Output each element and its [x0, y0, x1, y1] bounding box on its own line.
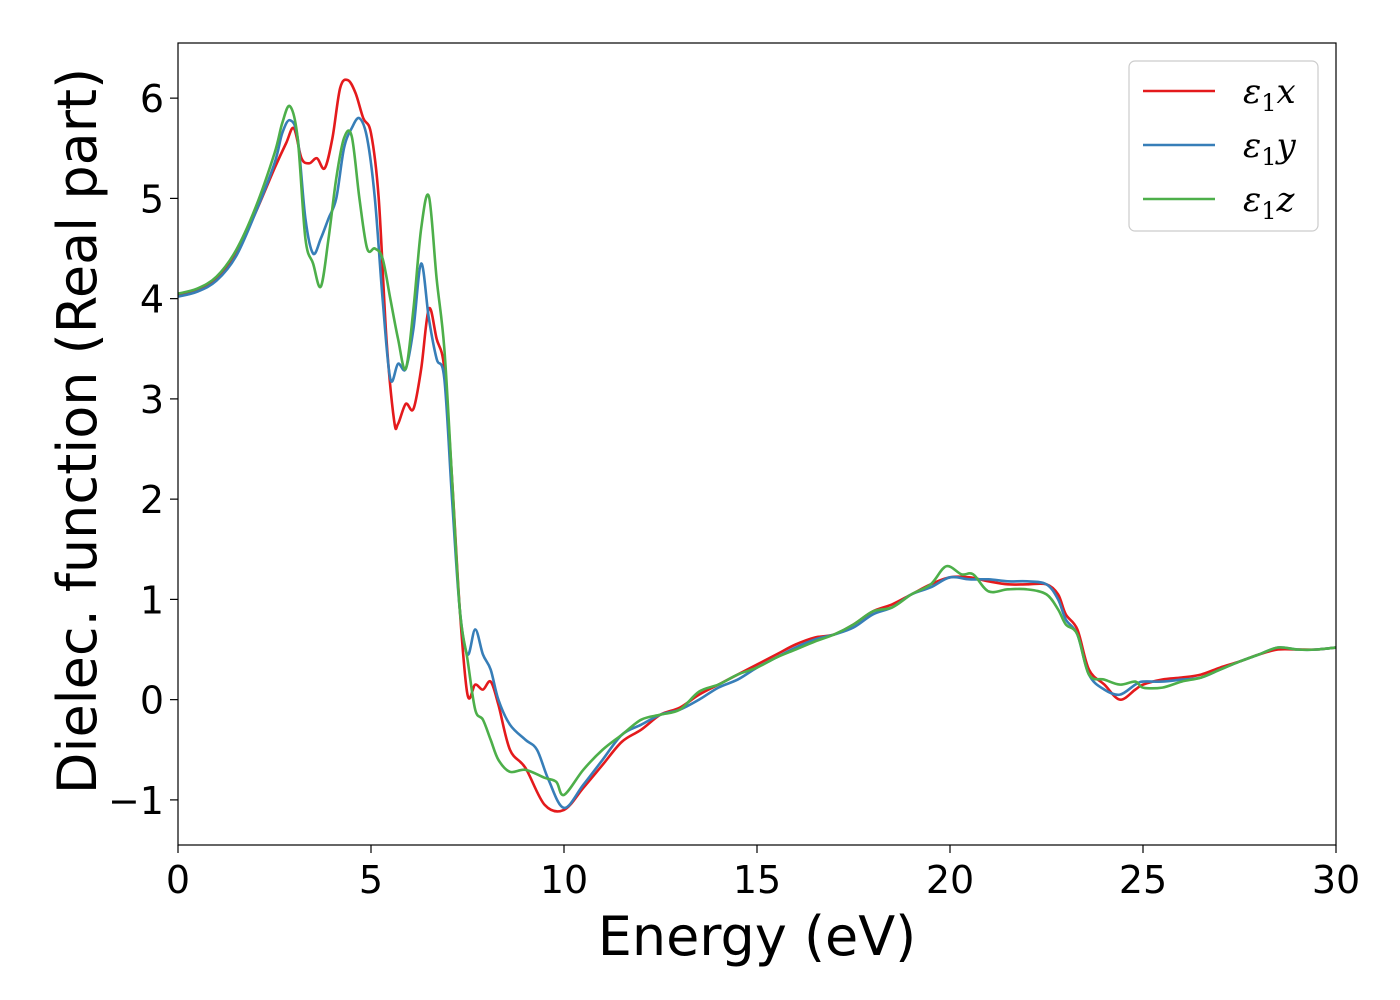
x-tick-label: 15 [733, 858, 781, 902]
x-tick-label: 25 [1119, 858, 1167, 902]
legend-label-subscript: 1 [1261, 197, 1276, 225]
legend-label: ε1y [1243, 126, 1297, 171]
x-tick-label: 20 [926, 858, 974, 902]
y-tick-label: 0 [140, 679, 164, 723]
y-tick-label: 4 [140, 278, 164, 322]
legend-label-subscript: 1 [1261, 143, 1276, 171]
y-tick-label: 2 [140, 478, 164, 522]
legend-item: ε1x [1143, 72, 1296, 117]
legend-label-component: x [1277, 72, 1296, 112]
series-line-z [178, 104, 1336, 797]
legend-label-component: y [1275, 126, 1297, 166]
legend-label: ε1x [1243, 72, 1296, 117]
y-tick-label: 5 [140, 177, 164, 221]
legend-label: ε1z [1243, 180, 1296, 225]
x-axis-label: Energy (eV) [598, 905, 917, 968]
series-layer [178, 78, 1336, 813]
legend-label-symbol: ε [1243, 126, 1261, 166]
legend-item: ε1y [1143, 126, 1297, 171]
y-axis-label: Dielec. function (Real part) [46, 68, 109, 794]
x-tick-label: 0 [166, 858, 190, 902]
y-tick-label: 3 [140, 378, 164, 422]
y-axis: −1 0 1 2 3 4 5 6 [108, 77, 178, 823]
legend-label-symbol: ε [1243, 180, 1261, 220]
legend-label-subscript: 1 [1261, 89, 1276, 117]
legend-label-component: z [1276, 180, 1296, 220]
legend-box [1128, 60, 1319, 232]
series-line-x [178, 78, 1336, 813]
x-tick-label: 10 [540, 858, 588, 902]
legend-label-symbol: ε [1243, 72, 1261, 112]
x-axis: 0 5 10 15 20 25 30 [166, 845, 1360, 902]
x-tick-label: 5 [359, 858, 383, 902]
y-tick-label: 6 [140, 77, 164, 121]
y-tick-label: −1 [108, 779, 164, 823]
x-tick-label: 30 [1312, 858, 1360, 902]
y-tick-label: 1 [140, 578, 164, 622]
legend-item: ε1z [1143, 180, 1296, 225]
